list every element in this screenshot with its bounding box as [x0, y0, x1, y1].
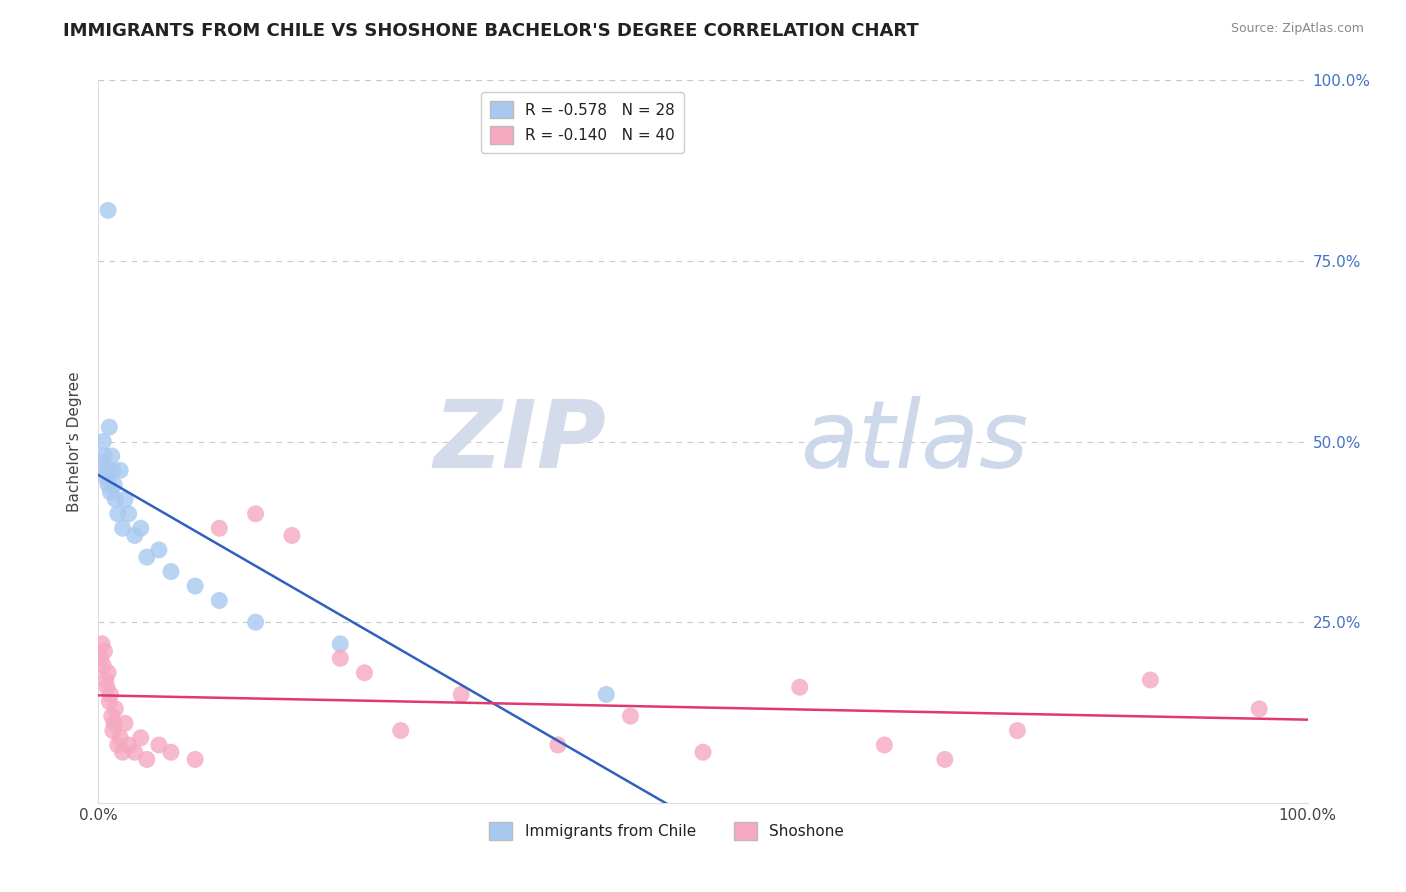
Point — [129, 521, 152, 535]
Point — [547, 738, 569, 752]
Text: ZIP: ZIP — [433, 395, 606, 488]
Legend: Immigrants from Chile, Shoshone: Immigrants from Chile, Shoshone — [484, 816, 851, 846]
Point — [118, 507, 141, 521]
Point — [619, 709, 641, 723]
Point — [135, 550, 157, 565]
Point — [93, 644, 115, 658]
Point — [101, 463, 124, 477]
Point — [1249, 702, 1271, 716]
Point — [245, 615, 267, 630]
Point — [873, 738, 896, 752]
Point — [789, 680, 811, 694]
Text: IMMIGRANTS FROM CHILE VS SHOSHONE BACHELOR'S DEGREE CORRELATION CHART: IMMIGRANTS FROM CHILE VS SHOSHONE BACHEL… — [63, 22, 920, 40]
Point — [103, 716, 125, 731]
Point — [104, 702, 127, 716]
Point — [934, 752, 956, 766]
Point — [114, 492, 136, 507]
Point — [98, 420, 121, 434]
Point — [184, 752, 207, 766]
Point — [148, 542, 170, 557]
Point — [100, 687, 122, 701]
Point — [389, 723, 412, 738]
Point — [103, 478, 125, 492]
Text: atlas: atlas — [800, 396, 1028, 487]
Point — [91, 637, 114, 651]
Point — [1139, 673, 1161, 687]
Point — [100, 709, 122, 723]
Point — [94, 470, 117, 484]
Point — [108, 463, 131, 477]
Point — [100, 449, 122, 463]
Point — [450, 687, 472, 701]
Point — [91, 658, 114, 673]
Point — [98, 695, 121, 709]
Point — [353, 665, 375, 680]
Point — [245, 507, 267, 521]
Point — [111, 521, 134, 535]
Point — [160, 745, 183, 759]
Point — [595, 687, 617, 701]
Y-axis label: Bachelor's Degree: Bachelor's Degree — [67, 371, 83, 512]
Point — [104, 492, 127, 507]
Point — [148, 738, 170, 752]
Point — [97, 665, 120, 680]
Point — [124, 745, 146, 759]
Point — [97, 203, 120, 218]
Point — [107, 738, 129, 752]
Point — [108, 731, 131, 745]
Point — [107, 507, 129, 521]
Point — [135, 752, 157, 766]
Point — [184, 579, 207, 593]
Point — [118, 738, 141, 752]
Point — [97, 478, 120, 492]
Point — [94, 673, 117, 687]
Point — [101, 723, 124, 738]
Point — [90, 651, 112, 665]
Point — [208, 593, 231, 607]
Point — [160, 565, 183, 579]
Point — [329, 651, 352, 665]
Point — [100, 485, 122, 500]
Point — [91, 434, 114, 449]
Point — [329, 637, 352, 651]
Point — [96, 463, 118, 477]
Point — [208, 521, 231, 535]
Point — [1007, 723, 1029, 738]
Point — [692, 745, 714, 759]
Point — [124, 528, 146, 542]
Point — [281, 528, 304, 542]
Point — [96, 680, 118, 694]
Text: Source: ZipAtlas.com: Source: ZipAtlas.com — [1230, 22, 1364, 36]
Point — [91, 456, 114, 470]
Point — [129, 731, 152, 745]
Point — [114, 716, 136, 731]
Point — [111, 745, 134, 759]
Point — [93, 449, 115, 463]
